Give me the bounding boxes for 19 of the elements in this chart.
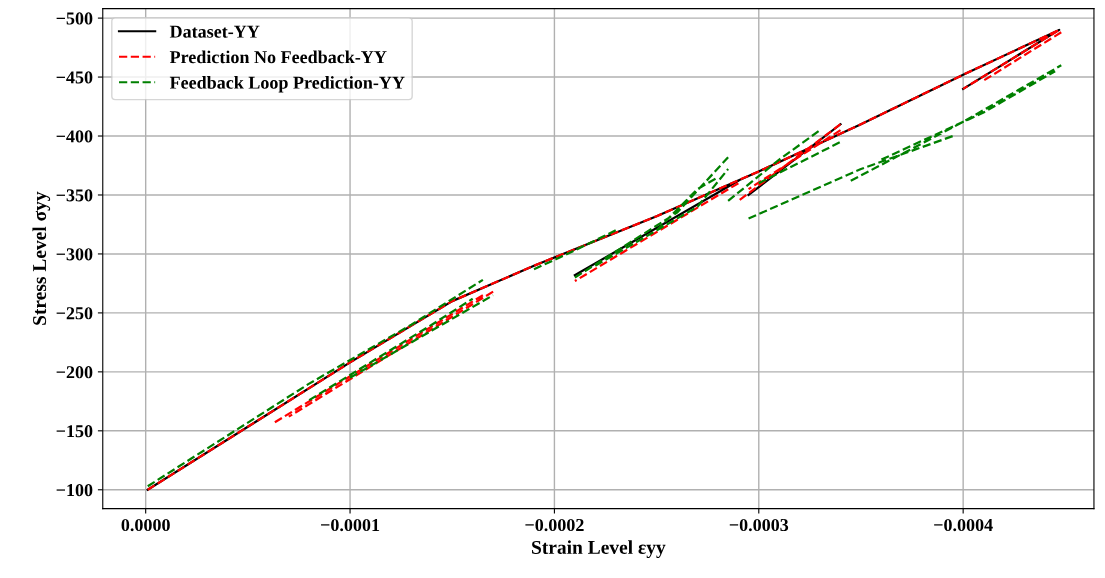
x-tick-label: −0.0003	[729, 518, 789, 532]
x-tick-label: −0.0001	[321, 518, 380, 532]
y-tick-label: −450	[56, 71, 93, 84]
y-tick-label: −350	[56, 189, 93, 202]
y-tick-label: −150	[56, 425, 93, 438]
y-tick-label: −500	[56, 12, 93, 25]
legend-label: Dataset-YY	[169, 25, 260, 38]
y-axis-title: Stress Level σyy	[32, 191, 51, 325]
y-tick-label: −300	[56, 248, 93, 261]
x-tick-label: −0.0004	[934, 518, 993, 532]
y-tick-label: −100	[56, 484, 93, 497]
legend-label: Feedback Loop Prediction-YY	[169, 76, 405, 93]
x-tick-label: −0.0002	[525, 518, 584, 532]
y-tick-label: −200	[56, 366, 93, 379]
x-axis-title: Strain Level εyy	[532, 540, 666, 558]
legend-label: Prediction No Feedback-YY	[169, 50, 387, 64]
y-tick-label: −250	[56, 307, 93, 320]
x-tick-label: 0.0000	[121, 518, 170, 532]
y-tick-label: −400	[56, 130, 93, 143]
